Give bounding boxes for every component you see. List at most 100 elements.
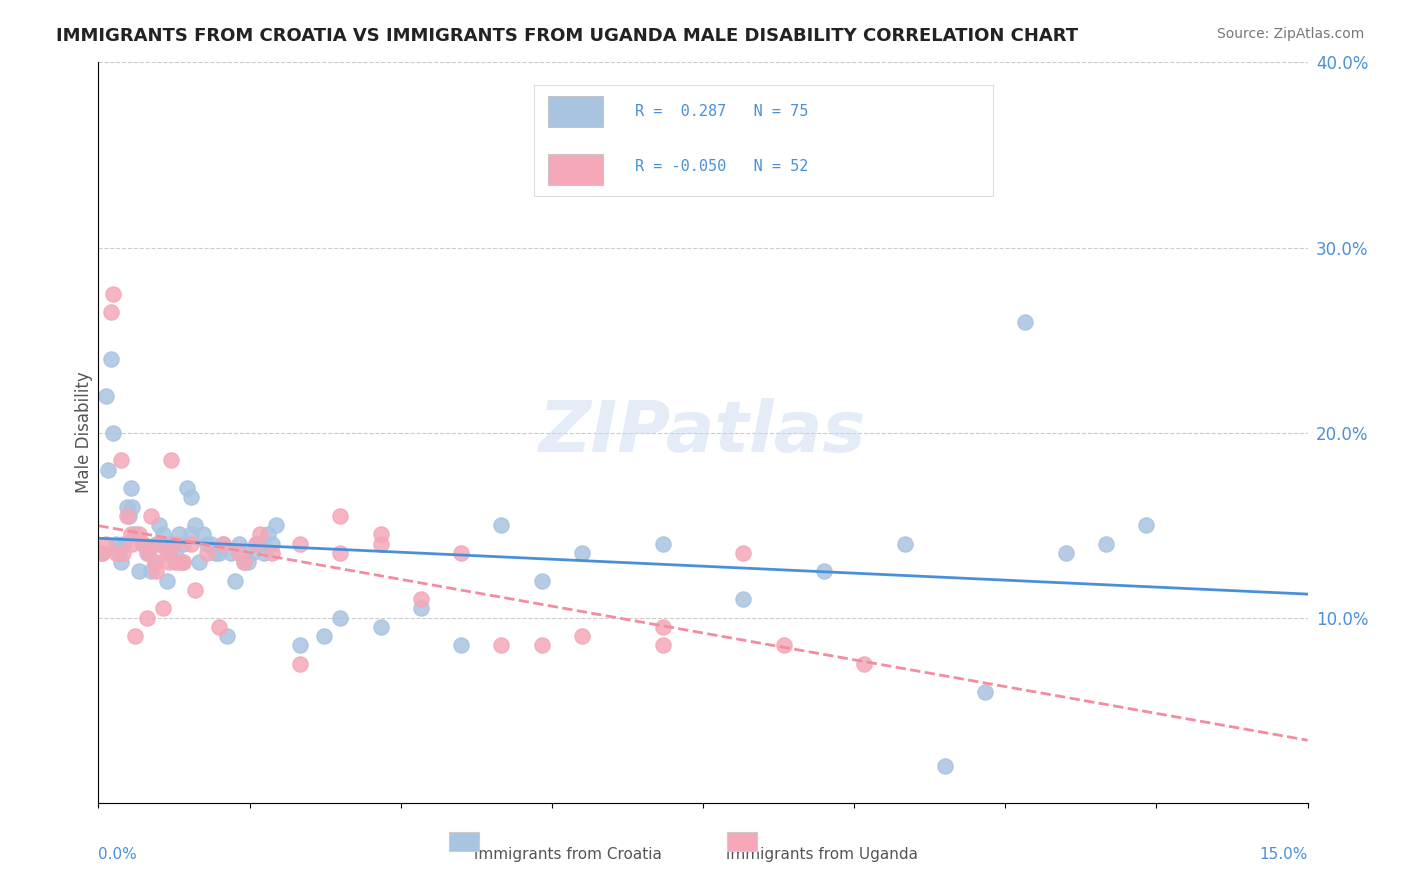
Point bbox=[124, 527, 146, 541]
Point bbox=[893, 536, 915, 550]
Point bbox=[143, 555, 166, 569]
Point bbox=[145, 536, 167, 550]
Point bbox=[132, 536, 155, 550]
Point bbox=[148, 536, 170, 550]
Point bbox=[1095, 536, 1118, 550]
Point bbox=[370, 527, 392, 541]
Point bbox=[491, 639, 513, 653]
Point bbox=[228, 536, 250, 550]
Point bbox=[256, 527, 278, 541]
Point bbox=[121, 500, 143, 514]
Point bbox=[195, 546, 218, 560]
Point bbox=[167, 555, 190, 569]
Point bbox=[232, 555, 254, 569]
Point bbox=[329, 546, 352, 560]
Point bbox=[184, 518, 207, 533]
Point bbox=[163, 536, 186, 550]
Point bbox=[96, 388, 118, 402]
Point bbox=[124, 629, 146, 643]
Point bbox=[240, 546, 263, 560]
Point bbox=[172, 555, 194, 569]
Point bbox=[160, 453, 183, 467]
Point bbox=[135, 546, 157, 560]
Point bbox=[409, 592, 432, 607]
Point bbox=[491, 518, 513, 533]
Point bbox=[193, 527, 215, 541]
Point bbox=[530, 574, 553, 588]
Point bbox=[1014, 314, 1036, 328]
Point bbox=[236, 555, 259, 569]
Point bbox=[128, 565, 150, 579]
Point bbox=[409, 601, 432, 615]
Point bbox=[288, 639, 311, 653]
Point bbox=[288, 536, 311, 550]
Point bbox=[100, 351, 122, 366]
Point bbox=[115, 508, 138, 523]
Point bbox=[733, 592, 755, 607]
Point bbox=[121, 536, 143, 550]
Point bbox=[260, 546, 283, 560]
Text: Immigrants from Uganda: Immigrants from Uganda bbox=[682, 847, 918, 863]
Point bbox=[184, 582, 207, 597]
Point bbox=[651, 639, 673, 653]
Point bbox=[974, 685, 997, 699]
Text: IMMIGRANTS FROM CROATIA VS IMMIGRANTS FROM UGANDA MALE DISABILITY CORRELATION CH: IMMIGRANTS FROM CROATIA VS IMMIGRANTS FR… bbox=[56, 27, 1078, 45]
Point bbox=[253, 546, 276, 560]
Point bbox=[733, 546, 755, 560]
Point bbox=[195, 536, 218, 550]
Point bbox=[120, 527, 142, 541]
Point bbox=[110, 555, 132, 569]
Point bbox=[97, 462, 120, 476]
Point bbox=[1054, 546, 1077, 560]
Point bbox=[264, 518, 287, 533]
Point bbox=[370, 620, 392, 634]
Point bbox=[156, 574, 179, 588]
Point bbox=[571, 546, 593, 560]
Point bbox=[232, 555, 254, 569]
Point bbox=[157, 555, 180, 569]
Point bbox=[132, 536, 155, 550]
Point bbox=[91, 546, 114, 560]
Point bbox=[651, 536, 673, 550]
Point bbox=[100, 305, 122, 319]
Point bbox=[163, 546, 186, 560]
Point bbox=[138, 546, 160, 560]
Point bbox=[160, 536, 183, 550]
Point bbox=[180, 491, 202, 505]
Point bbox=[212, 536, 235, 550]
Point bbox=[111, 536, 134, 550]
Point bbox=[176, 481, 198, 495]
Point bbox=[152, 601, 174, 615]
Point bbox=[329, 610, 352, 624]
Point bbox=[228, 546, 250, 560]
Point bbox=[450, 639, 472, 653]
Point bbox=[110, 453, 132, 467]
Point bbox=[813, 565, 835, 579]
Point bbox=[139, 508, 162, 523]
Point bbox=[1135, 518, 1157, 533]
Point bbox=[224, 574, 246, 588]
Point bbox=[180, 527, 202, 541]
Point bbox=[245, 536, 267, 550]
Point bbox=[370, 536, 392, 550]
Y-axis label: Male Disability: Male Disability bbox=[75, 372, 93, 493]
Point bbox=[245, 536, 267, 550]
Point bbox=[156, 546, 179, 560]
Text: 0.0%: 0.0% bbox=[98, 847, 138, 863]
Point bbox=[217, 629, 239, 643]
Point bbox=[172, 536, 194, 550]
Point bbox=[132, 536, 155, 550]
Point bbox=[105, 536, 128, 550]
Point bbox=[128, 527, 150, 541]
Point bbox=[143, 555, 166, 569]
Point bbox=[101, 286, 124, 301]
Point bbox=[107, 546, 129, 560]
Text: ZIPatlas: ZIPatlas bbox=[540, 398, 866, 467]
Point bbox=[249, 527, 271, 541]
Point bbox=[200, 536, 222, 550]
Point bbox=[167, 527, 190, 541]
Point bbox=[101, 425, 124, 440]
Point bbox=[163, 555, 186, 569]
Point bbox=[260, 536, 283, 550]
Point bbox=[152, 527, 174, 541]
